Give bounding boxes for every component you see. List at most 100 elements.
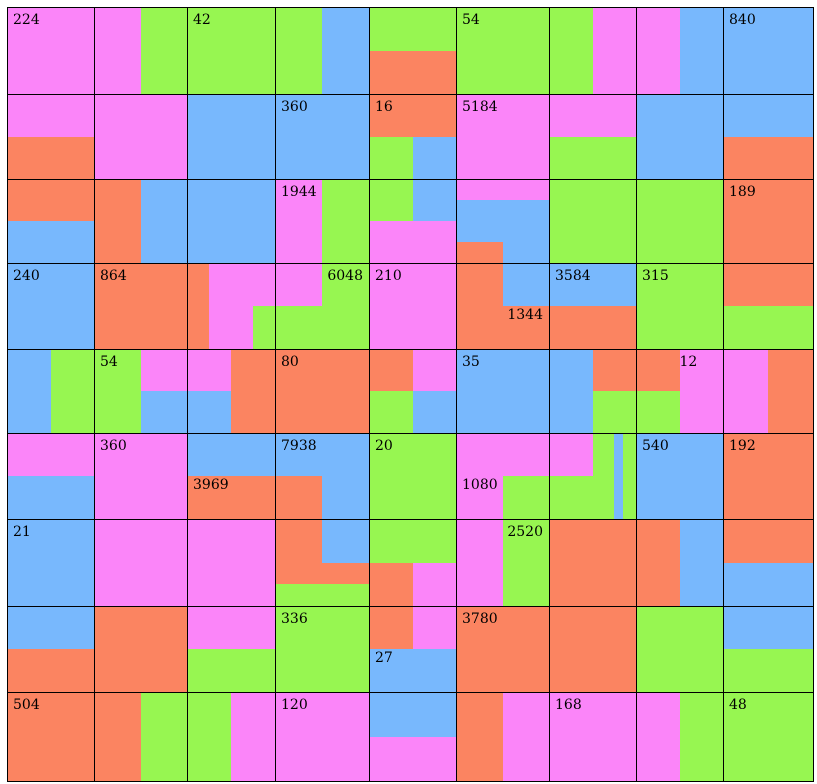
grid-cell[interactable]	[187, 94, 276, 180]
cell-fill-green	[187, 649, 275, 692]
clue-label: 54	[100, 354, 118, 370]
cell-fill-green	[636, 606, 723, 692]
cell-fill-green	[549, 7, 593, 94]
grid-cell[interactable]	[7, 606, 95, 693]
cell-fill-blue	[502, 263, 549, 306]
grid-cell[interactable]	[636, 7, 724, 95]
cell-fill-green	[456, 7, 549, 94]
grid-cell[interactable]	[187, 349, 276, 434]
grid-cell[interactable]	[549, 349, 637, 434]
cell-fill-orange	[456, 606, 549, 692]
grid-cell[interactable]	[636, 179, 724, 264]
cell-fill-green	[187, 7, 275, 94]
cell-fill-pink	[549, 692, 636, 781]
grid-cell[interactable]	[187, 692, 276, 782]
cell-fill-green	[50, 349, 94, 433]
cell-fill-green	[369, 136, 413, 179]
cell-fill-blue	[679, 519, 723, 606]
clue-label: 224	[13, 12, 40, 28]
clue-label: 42	[193, 12, 211, 28]
grid-cell[interactable]	[549, 519, 637, 607]
grid-cell[interactable]	[187, 519, 276, 607]
cell-fill-orange	[275, 476, 322, 519]
grid-cell[interactable]	[94, 179, 188, 264]
cell-fill-blue	[322, 519, 369, 563]
grid-cell[interactable]	[94, 606, 188, 693]
cell-fill-orange	[549, 606, 636, 692]
grid-cell[interactable]	[636, 692, 724, 782]
grid-cell[interactable]	[187, 263, 276, 350]
cell-fill-green	[636, 179, 723, 263]
clue-label: 840	[729, 12, 756, 28]
grid-cell[interactable]	[187, 606, 276, 693]
clue-label: 27	[375, 650, 393, 666]
clue-label: 189	[729, 184, 756, 200]
cell-fill-blue	[322, 7, 369, 94]
grid-cell[interactable]	[369, 179, 457, 264]
clue-label: 192	[729, 438, 756, 454]
cell-fill-blue	[636, 94, 723, 179]
grid-cell[interactable]	[7, 179, 95, 264]
grid-cell[interactable]	[723, 519, 814, 607]
grid-cell[interactable]	[187, 179, 276, 264]
grid-cell[interactable]	[723, 606, 814, 693]
cell-fill-pink	[456, 179, 549, 200]
grid-cell[interactable]	[94, 7, 188, 95]
cell-fill-blue	[187, 179, 275, 263]
grid-cell[interactable]	[369, 7, 457, 95]
grid-cell[interactable]	[7, 349, 95, 434]
grid-cell[interactable]	[636, 94, 724, 180]
grid-cell[interactable]	[7, 433, 95, 520]
cell-fill-green	[369, 7, 456, 51]
grid-cell[interactable]	[549, 433, 637, 520]
cell-fill-pink	[636, 7, 680, 94]
grid-cell[interactable]	[369, 349, 457, 434]
grid-cell[interactable]	[369, 692, 457, 782]
cell-fill-orange	[94, 179, 141, 263]
grid-cell[interactable]	[94, 94, 188, 180]
grid-cell[interactable]	[549, 94, 637, 180]
cell-fill-green	[549, 136, 636, 179]
cell-fill-blue	[187, 391, 231, 433]
grid-cell[interactable]	[94, 692, 188, 782]
cell-fill-pink	[456, 519, 503, 606]
grid-cell[interactable]	[549, 7, 637, 95]
cell-fill-blue	[369, 692, 456, 737]
cell-fill-orange	[723, 136, 813, 179]
cell-fill-blue	[187, 433, 275, 476]
cell-fill-green	[275, 606, 369, 692]
cell-fill-blue	[456, 349, 549, 433]
grid-cell[interactable]	[723, 349, 814, 434]
grid-cell[interactable]	[456, 179, 550, 264]
grid-cell[interactable]	[723, 94, 814, 180]
clue-label: 7938	[281, 438, 317, 454]
cell-fill-green	[253, 306, 275, 349]
cell-fill-orange	[723, 179, 813, 263]
cell-fill-green	[94, 349, 141, 433]
cell-fill-blue	[723, 94, 813, 137]
grid-cell[interactable]	[7, 94, 95, 180]
grid-cell[interactable]	[549, 179, 637, 264]
grid-cell[interactable]	[549, 606, 637, 693]
cell-fill-orange	[369, 606, 413, 649]
grid-cell[interactable]	[636, 519, 724, 607]
clue-label: 6048	[327, 268, 363, 284]
clue-label: 16	[375, 99, 393, 115]
cell-fill-green	[502, 476, 549, 519]
cell-fill-green	[723, 649, 813, 692]
grid-cell[interactable]	[636, 606, 724, 693]
cell-fill-pink	[94, 94, 187, 179]
clue-label: 210	[375, 268, 402, 284]
cell-fill-blue	[7, 349, 51, 433]
grid-cell[interactable]	[275, 519, 370, 607]
cell-fill-pink	[94, 433, 187, 519]
grid-cell[interactable]	[723, 692, 814, 782]
cell-fill-orange	[7, 179, 94, 221]
grid-cell[interactable]	[94, 519, 188, 607]
grid-cell[interactable]	[369, 519, 457, 607]
clue-label: 20	[375, 438, 393, 454]
grid-cell[interactable]	[275, 7, 370, 95]
cell-fill-green	[369, 519, 456, 563]
grid-cell[interactable]	[723, 263, 814, 350]
grid-cell[interactable]	[456, 692, 550, 782]
